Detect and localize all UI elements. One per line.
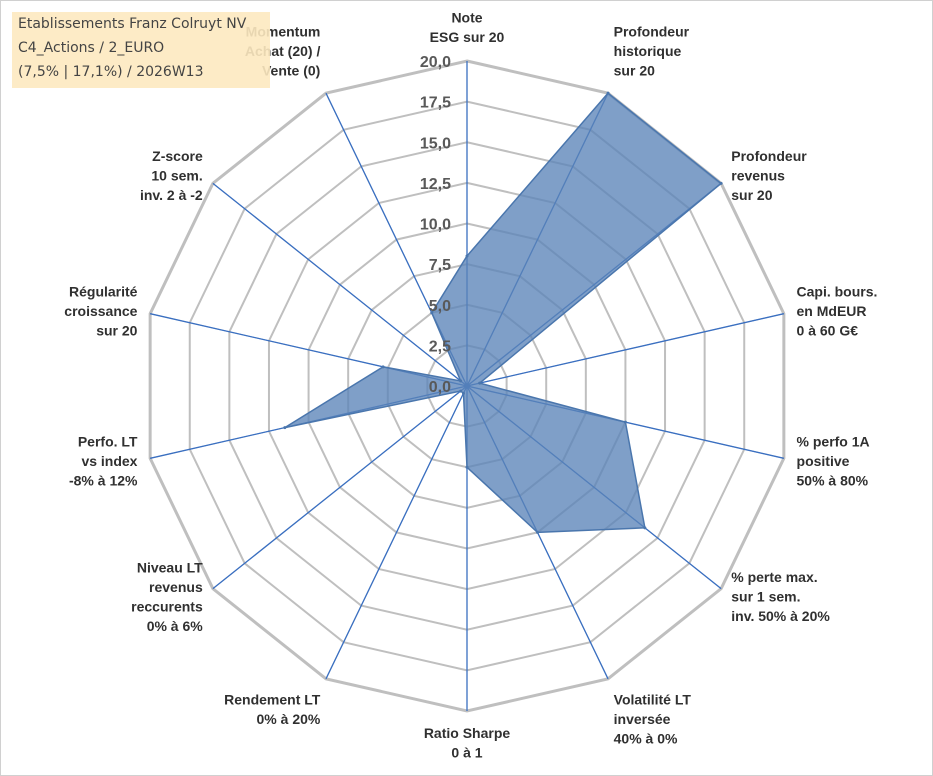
axis-label: Profondeur historique sur 20 (614, 23, 690, 78)
axis-label-line: Note (451, 10, 482, 26)
axis-label-line: Profondeur (731, 148, 807, 164)
axis-label-line: Niveau LT (137, 559, 203, 575)
axis-label-line: 40% à 0% (614, 731, 678, 747)
tick-label: 17,5 (420, 95, 451, 112)
data-point (465, 465, 469, 469)
axis-label-line: Régularité (69, 283, 138, 299)
axis-label-line: 10 sem. (151, 167, 202, 183)
tick-label: 15,0 (420, 135, 451, 152)
axis-label-line: ESG sur 20 (430, 29, 505, 45)
axis-spoke-overlay (212, 385, 468, 590)
data-point (283, 426, 287, 430)
axis-label: Niveau LT revenus reccurents 0% à 6% (131, 559, 203, 634)
axis-label: Perfo. LT vs index -8% à 12% (69, 434, 138, 489)
axis-label-line: positive (797, 453, 850, 469)
data-point (536, 530, 540, 534)
data-point (381, 365, 385, 369)
data-point (459, 389, 463, 393)
axis-label: Ratio Sharpe 0 à 1 (424, 725, 511, 761)
data-point (465, 254, 469, 258)
axis-label-line: % perte max. (731, 569, 817, 585)
tick-label: 10,0 (420, 217, 451, 234)
axis-label: Rendement LT 0% à 20% (224, 692, 321, 728)
tick-label: 20,0 (420, 54, 451, 71)
axis-spoke-overlay (212, 182, 468, 387)
axis-label-line: revenus (149, 579, 203, 595)
tick-label: 7,5 (429, 257, 451, 274)
axis-label-line: croissance (64, 303, 137, 319)
axis-label: Z-score 10 sem. inv. 2 à -2 (140, 148, 203, 203)
axis-label-line: 0% à 6% (147, 618, 204, 634)
tick-label: 2,5 (429, 338, 451, 355)
tick-label: 12,5 (420, 176, 451, 193)
axis-label-line: sur 1 sem. (731, 589, 800, 605)
data-point (459, 379, 463, 383)
axis-label: Profondeur revenus sur 20 (731, 148, 807, 203)
axis-label-line: 0 à 60 G€ (797, 322, 859, 338)
axis-label: % perfo 1A positive 50% à 80% (797, 434, 870, 489)
axis-label-line: Rendement LT (224, 692, 321, 708)
axis-label-line: Z-score (152, 148, 203, 164)
axis-label-line: Capi. bours. (797, 283, 878, 299)
axis-label-line: revenus (731, 167, 785, 183)
axis-label-line: Perfo. LT (78, 434, 138, 450)
axis-label-line: Vente (0) (262, 62, 320, 78)
axis-label-line: 0 à 1 (451, 745, 482, 761)
axis-label-line: reccurents (131, 598, 203, 614)
axis-spoke-overlay (325, 385, 468, 680)
axis-label-line: inversée (614, 711, 671, 727)
axis-label-line: 50% à 80% (797, 473, 869, 489)
axis-label-line: en MdEUR (797, 303, 867, 319)
tick-label: 5,0 (429, 298, 451, 315)
axis-label-line: sur 20 (96, 322, 137, 338)
data-point (623, 420, 627, 424)
data-point (643, 526, 647, 530)
axis-label-line: inv. 2 à -2 (140, 187, 203, 203)
axis-label-line: inv. 50% à 20% (731, 608, 830, 624)
axis-label-line: -8% à 12% (69, 473, 138, 489)
axis-label-line: Profondeur (614, 23, 690, 39)
axis-label: Volatilité LT inversée 40% à 0% (614, 692, 692, 747)
title-period: (7,5% | 17,1%) / 2026W13 (18, 64, 204, 80)
data-point (430, 311, 434, 315)
axis-spoke-overlay (466, 313, 784, 387)
data-point (478, 381, 482, 385)
axis-label-line: historique (614, 43, 682, 59)
axis-label: Note ESG sur 20 (430, 10, 505, 46)
data-point (461, 391, 465, 395)
axis-label-line: sur 20 (614, 62, 655, 78)
axis-label-line: vs index (81, 453, 137, 469)
axis-label-line: 0% à 20% (257, 711, 321, 727)
axis-label-line: Volatilité LT (614, 692, 692, 708)
data-point (606, 91, 610, 95)
radar-axis-labels: Note ESG sur 20 Profondeur historique sur 20… (64, 10, 877, 761)
axis-label-line: % perfo 1A (797, 434, 870, 450)
axis-label-line: sur 20 (731, 187, 772, 203)
axis-label: % perte max. sur 1 sem. inv. 50% à 20% (731, 569, 830, 624)
tick-label: 0,0 (429, 379, 451, 396)
axis-label: Capi. bours. en MdEUR 0 à 60 G€ (797, 283, 878, 338)
radar-tick-labels: 0,0 2,5 5,0 7,5 10,0 12,5 15,0 17,5 20,0 (420, 54, 451, 396)
radar-series (283, 91, 723, 534)
chart-title-box: Etablissements Franz Colruyt NV C4_Actio… (12, 12, 270, 88)
title-company: Etablissements Franz Colruyt NV (18, 16, 247, 32)
title-category: C4_Actions / 2_EURO (18, 40, 165, 56)
data-point (719, 181, 723, 185)
series-area (284, 92, 723, 534)
axis-label-line: Ratio Sharpe (424, 725, 511, 741)
axis-label: Régularité croissance sur 20 (64, 283, 137, 338)
